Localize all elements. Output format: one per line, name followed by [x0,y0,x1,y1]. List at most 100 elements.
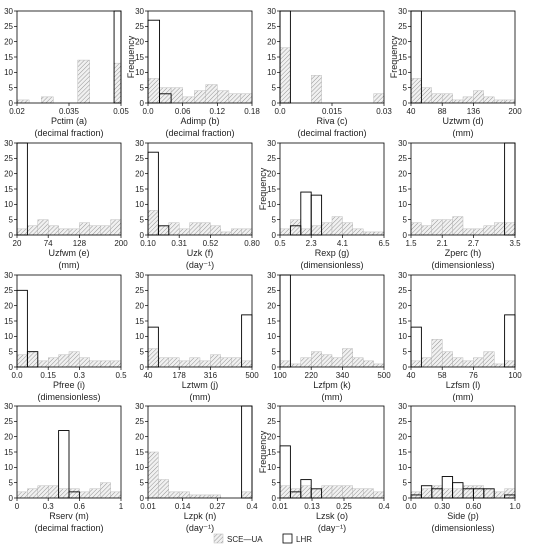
bar-sce-ua-d-0 [410,78,422,104]
y-tick-label-j-30: 30 [135,271,144,280]
bar-sce-ua-j-9 [241,360,253,368]
panel-g: 0 5 10 15 20 25 30 0.5 2.3 4.1 6.5 Rexp (g) (dimensi… [258,139,390,270]
y-tick-label-c-25: 25 [267,22,276,31]
y-tick-label-j-0: 0 [140,363,145,372]
x-tick-label-l-1: 58 [438,371,447,380]
y-tick-label-a-25: 25 [4,22,13,31]
bar-sce-ua-f-7 [220,231,232,236]
x-tick-label-o-0: 0.01 [272,502,288,511]
bar-sce-ua-g-9 [373,231,385,236]
x-tick-label-e-3: 200 [114,239,128,248]
y-tick-label-o-10: 10 [267,463,276,472]
bar-sce-ua-d-9 [504,99,516,104]
x-tick-label-p-3: 1.0 [509,502,521,511]
x-axis-unit-p: (dimensionless) [431,523,494,533]
bar-sce-ua-l-9 [504,360,516,368]
y-tick-label-d-25: 25 [398,22,407,31]
y-tick-label-c-15: 15 [267,53,276,62]
bar-sce-ua-a-8 [113,62,122,104]
bar-sce-ua-e-3 [48,225,59,236]
bar-sce-ua-l-5 [462,360,474,368]
x-tick-label-j-2: 316 [204,371,218,380]
bar-sce-ua-p-9 [504,488,516,499]
x-tick-label-k-1: 220 [305,371,319,380]
bar-sce-ua-d-3 [442,93,453,104]
bar-sce-ua-l-1 [421,357,432,368]
y-tick-label-a-30: 30 [4,7,13,16]
legend: SCE—UA LHR [213,533,312,544]
bar-sce-ua-i-7 [89,360,101,368]
bar-sce-ua-l-7 [483,351,495,368]
x-axis-unit-i: (dimensionless) [37,392,100,402]
x-axis-label-b: Adimp (b) [180,116,219,126]
y-tick-label-h-30: 30 [398,139,407,148]
bar-sce-ua-i-9 [110,360,122,368]
bar-sce-ua-e-5 [68,228,80,236]
bar-sce-ua-h-6 [473,228,484,236]
bar-sce-ua-k-4 [321,354,333,368]
bar-sce-ua-l-2 [431,339,443,368]
y-axis-label-b: Frequency [126,35,136,78]
x-tick-label-b-3: 0.18 [244,107,260,116]
bar-sce-ua-o-2 [300,485,312,499]
x-axis-label-e: Uzfwm (e) [49,248,90,258]
y-tick-label-i-20: 20 [4,301,13,310]
y-tick-label-l-30: 30 [398,271,407,280]
y-tick-label-l-5: 5 [403,347,408,356]
bar-sce-ua-m-8 [99,482,111,499]
bar-sce-ua-e-6 [79,222,91,236]
bar-sce-ua-d-4 [452,99,464,104]
x-axis-unit-g: (dimensionless) [300,260,363,270]
y-tick-label-f-10: 10 [135,200,144,209]
y-tick-label-b-5: 5 [140,83,145,92]
y-tick-label-m-5: 5 [9,478,14,487]
y-tick-label-e-20: 20 [4,169,13,178]
y-tick-label-k-25: 25 [267,286,276,295]
bar-sce-ua-m-6 [79,491,91,499]
bar-sce-ua-b-7 [228,93,241,104]
panel-j: 0 5 10 15 20 25 30 40 178 316 500 Lztwm (j) (mm) [135,271,259,402]
y-tick-label-c-20: 20 [267,37,276,46]
y-tick-label-g-25: 25 [267,154,276,163]
bar-sce-ua-m-7 [89,488,101,499]
y-tick-label-b-15: 15 [135,53,144,62]
bar-sce-ua-p-1 [421,488,432,499]
y-tick-label-n-20: 20 [135,432,144,441]
panel-b: 0 5 10 15 20 25 30 0.0 0.06 0.12 0.18 Adimp (b) (dec… [126,7,260,138]
bar-sce-ua-p-8 [494,491,505,499]
bar-sce-ua-k-0 [279,360,291,368]
bar-sce-ua-e-0 [16,228,28,236]
bar-sce-ua-i-5 [68,351,80,368]
x-tick-label-e-2: 128 [73,239,87,248]
y-tick-label-j-20: 20 [135,301,144,310]
bar-sce-ua-c-0 [279,47,291,104]
bar-sce-ua-p-2 [431,485,443,499]
bar-sce-ua-m-5 [68,488,80,499]
panel-h: 0 5 10 15 20 25 30 1.5 2.1 2.7 3.5 Zperc (h) (dimens… [398,139,521,270]
y-tick-label-d-20: 20 [398,37,407,46]
y-tick-label-d-15: 15 [398,53,407,62]
panel-d: 0 5 10 15 20 25 30 40 88 136 200 Uztwm (d) (mm) Frequ… [389,7,522,138]
y-tick-label-p-25: 25 [398,417,407,426]
bar-sce-ua-e-2 [37,219,49,236]
x-tick-label-i-1: 0.15 [40,371,56,380]
bar-sce-ua-c-3 [311,75,322,104]
x-axis-label-n: Lzpk (n) [184,511,217,521]
bar-sce-ua-d-1 [421,87,432,104]
bar-sce-ua-k-9 [373,363,385,368]
y-tick-label-o-20: 20 [267,432,276,441]
bar-sce-ua-i-2 [37,360,49,368]
x-tick-label-i-2: 0.3 [74,371,86,380]
y-tick-label-o-25: 25 [267,417,276,426]
y-tick-label-g-20: 20 [267,169,276,178]
bar-sce-ua-j-5 [199,360,211,368]
bar-sce-ua-f-8 [230,228,242,236]
y-tick-label-k-0: 0 [272,363,277,372]
y-tick-label-f-0: 0 [140,231,145,240]
x-axis-unit-j: (mm) [190,392,211,402]
bar-sce-ua-i-8 [99,360,111,368]
y-tick-label-o-30: 30 [267,402,276,411]
panel-k: 0 5 10 15 20 25 30 100 220 340 500 Lzfpm (k) (mm) [267,271,391,402]
x-tick-label-k-0: 100 [273,371,287,380]
x-tick-label-m-1: 0.3 [43,502,55,511]
